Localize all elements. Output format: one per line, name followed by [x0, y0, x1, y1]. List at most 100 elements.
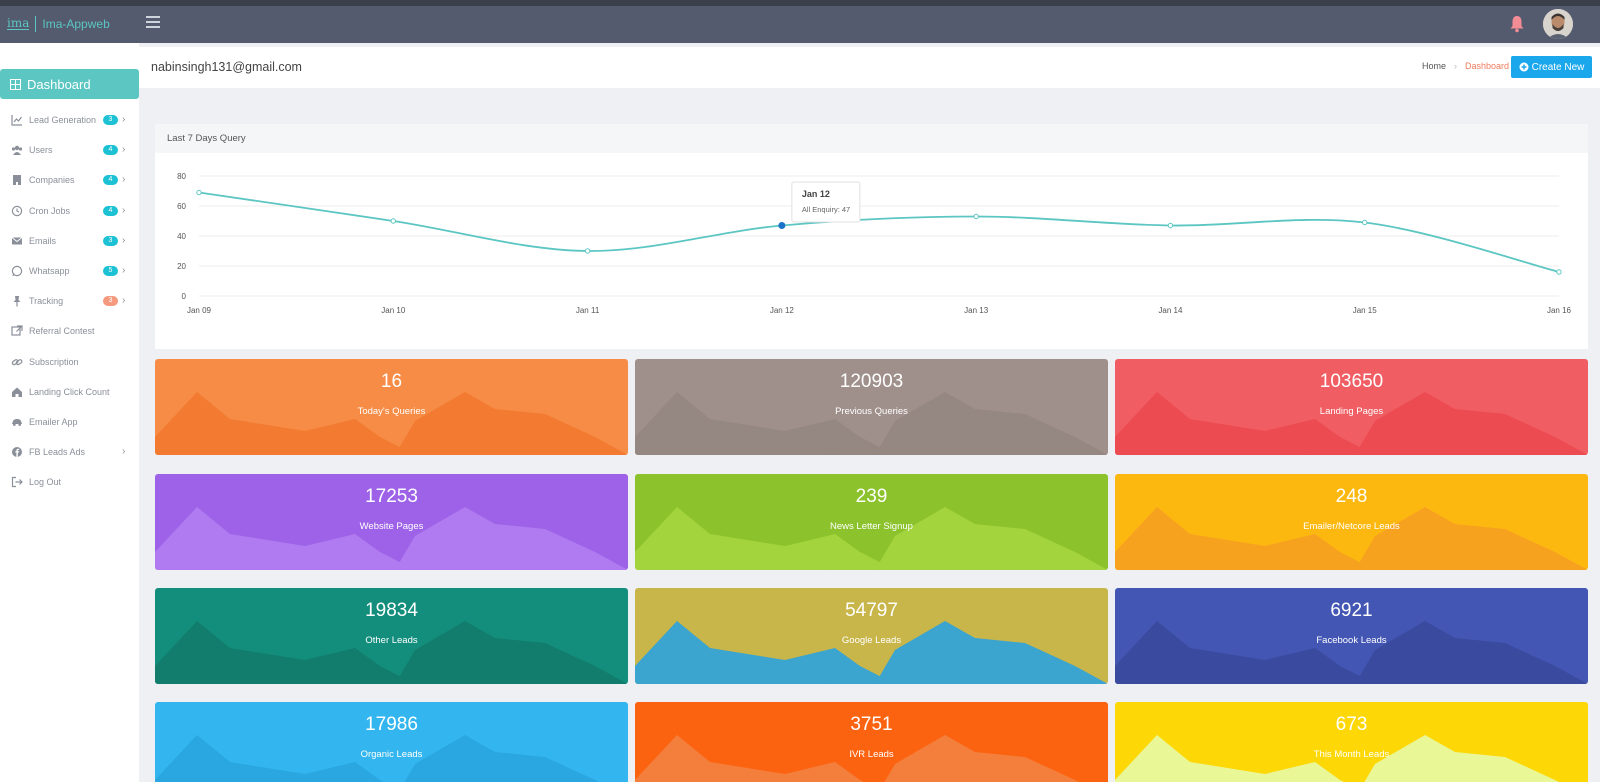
sidebar-item-label: Referral Contest: [29, 326, 95, 337]
stat-label: Facebook Leads: [1316, 635, 1387, 646]
sidebar-item-landing-click-count[interactable]: Landing Click Count: [0, 377, 139, 407]
chevron-right-icon[interactable]: ›: [122, 144, 126, 156]
stat-card-facebook-leads[interactable]: 6921 Facebook Leads: [1115, 588, 1588, 684]
stat-label: News Letter Signup: [830, 521, 913, 532]
whatsapp-icon: [11, 265, 23, 277]
sidebar-item-label: Lead Generation: [29, 115, 97, 126]
sidebar-item-referral-contest[interactable]: Referral Contest: [0, 316, 139, 346]
count-badge: 3: [103, 296, 118, 307]
stat-label: Google Leads: [841, 635, 902, 646]
stat-card-today-s-queries[interactable]: 16 Today's Queries: [155, 359, 628, 455]
breadcrumb: Home › Dashboard: [1422, 61, 1509, 71]
sidebar-item-log-out[interactable]: Log Out: [0, 467, 139, 497]
chevron-right-icon[interactable]: ›: [122, 446, 126, 458]
stat-card-website-pages[interactable]: 17253 Website Pages: [155, 474, 628, 570]
x-tick-label: Jan 10: [381, 306, 406, 315]
x-tick-label: Jan 14: [1158, 306, 1183, 315]
y-tick-label: 60: [177, 202, 186, 211]
logout-icon: [11, 476, 23, 488]
data-point: [390, 218, 396, 224]
y-tick-label: 40: [177, 232, 186, 241]
mountain-decoration: [635, 621, 1108, 684]
stat-value: 6921: [1330, 600, 1373, 621]
sidebar-item-tracking[interactable]: Tracking 3 ›: [0, 286, 139, 316]
sidebar-item-label: Whatsapp: [29, 266, 70, 277]
stat-card-news-letter-signup[interactable]: 239 News Letter Signup: [635, 474, 1108, 570]
pin-icon: [11, 295, 23, 307]
data-point: [1167, 222, 1174, 229]
chevron-right-icon[interactable]: ›: [122, 264, 126, 276]
stat-card-this-month-leads[interactable]: 673 This Month Leads: [1115, 702, 1588, 782]
stat-label: Landing Pages: [1319, 406, 1384, 417]
y-tick-label: 80: [177, 172, 186, 181]
sidebar-item-companies[interactable]: Companies 4 ›: [0, 165, 139, 195]
sidebar-item-users[interactable]: Users 4 ›: [0, 135, 139, 165]
chevron-right-icon[interactable]: ›: [122, 295, 126, 307]
stat-card-organic-leads[interactable]: 17986 Organic Leads: [155, 702, 628, 782]
stat-card-other-leads[interactable]: 19834 Other Leads: [155, 588, 628, 684]
breadcrumb-separator: ›: [1454, 61, 1458, 71]
stat-card-google-leads[interactable]: 54797 Google Leads: [635, 588, 1108, 684]
sidebar-item-lead-generation[interactable]: Lead Generation 3 ›: [0, 105, 139, 135]
envelope-icon: [11, 235, 23, 247]
count-badge: 3: [103, 115, 118, 125]
sidebar-item-emails[interactable]: Emails 3 ›: [0, 226, 139, 256]
x-tick-label: Jan 13: [964, 306, 989, 315]
chevron-right-icon[interactable]: ›: [122, 234, 126, 246]
sidebar-item-cron-jobs[interactable]: Cron Jobs 4 ›: [0, 196, 139, 226]
app-name: Ima-Appweb: [42, 17, 110, 31]
create-new-label: Create New: [1531, 61, 1585, 73]
data-point: [778, 222, 786, 229]
series-line-all-enquiry: [198, 191, 1560, 273]
facebook-icon: [11, 446, 23, 458]
sidebar-item-label: Companies: [29, 175, 75, 186]
tooltip-title: Jan 12: [802, 189, 830, 199]
stat-card-emailer-netcore-leads[interactable]: 248 Emailer/Netcore Leads: [1115, 474, 1588, 570]
sidebar-item-label: Subscription: [29, 356, 79, 367]
stat-label: IVR Leads: [849, 749, 894, 760]
data-point: [973, 213, 979, 220]
clock-icon: [11, 205, 23, 217]
breadcrumb-current: Dashboard: [1465, 61, 1510, 71]
count-badge: 4: [103, 205, 118, 216]
chevron-right-icon[interactable]: ›: [122, 204, 126, 216]
bell-icon[interactable]: [1509, 15, 1525, 33]
stat-card-ivr-leads[interactable]: 3751 IVR Leads: [635, 702, 1108, 782]
chevron-right-icon[interactable]: ›: [122, 174, 126, 186]
breadcrumb-home[interactable]: Home: [1422, 61, 1447, 71]
page-header: nabinsingh131@gmail.com Home › Dashboard…: [139, 47, 1600, 88]
avatar[interactable]: [1543, 9, 1573, 39]
sidebar-item-dashboard[interactable]: Dashboard: [0, 69, 139, 99]
sidebar-item-label: Cron Jobs: [29, 205, 71, 216]
sidebar-nav: Lead Generation 3 › Users 4 › Companies 4 › Cron …: [0, 105, 139, 497]
users-icon: [11, 144, 23, 156]
stat-label: Previous Queries: [835, 406, 908, 417]
app-logo[interactable]: ima Ima-Appweb: [7, 16, 110, 32]
sidebar-item-fb-leads-ads[interactable]: FB Leads Ads ›: [0, 437, 139, 467]
data-point: [196, 189, 202, 196]
mountain-decoration: [1115, 392, 1588, 455]
count-badge: 3: [103, 235, 118, 246]
stat-value: 17986: [365, 714, 418, 735]
chevron-right-icon[interactable]: ›: [122, 114, 126, 125]
dashboard-icon: [10, 78, 21, 90]
sidebar-item-whatsapp[interactable]: Whatsapp 5 ›: [0, 256, 139, 286]
stat-value: 239: [855, 486, 888, 507]
stat-label: Organic Leads: [360, 749, 423, 760]
query-chart-card: Last 7 Days Query 0 20 40 60 80 Jan 09 Jan 10 J…: [155, 124, 1588, 349]
mountain-decoration: [635, 392, 1108, 455]
stat-value: 17253: [365, 486, 418, 507]
menu-icon[interactable]: [146, 16, 160, 28]
sidebar-item-subscription[interactable]: Subscription: [0, 347, 139, 377]
stat-card-previous-queries[interactable]: 120903 Previous Queries: [635, 359, 1108, 455]
top-header: ima Ima-Appweb: [0, 6, 1600, 43]
x-tick-label: Jan 16: [1547, 306, 1572, 315]
create-new-button[interactable]: Create New: [1511, 56, 1592, 78]
sidebar-item-label: FB Leads Ads: [29, 447, 86, 458]
stat-card-landing-pages[interactable]: 103650 Landing Pages: [1115, 359, 1588, 455]
line-chart: 0 20 40 60 80 Jan 09 Jan 10 Jan 11 Jan 12 Jan 13 J…: [177, 172, 1572, 315]
sidebar-item-emailer-app[interactable]: Emailer App: [0, 407, 139, 437]
window-top-strip: [0, 0, 1600, 6]
plus-circle-icon: [1519, 62, 1529, 72]
sidebar-item-label: Landing Click Count: [29, 386, 110, 397]
